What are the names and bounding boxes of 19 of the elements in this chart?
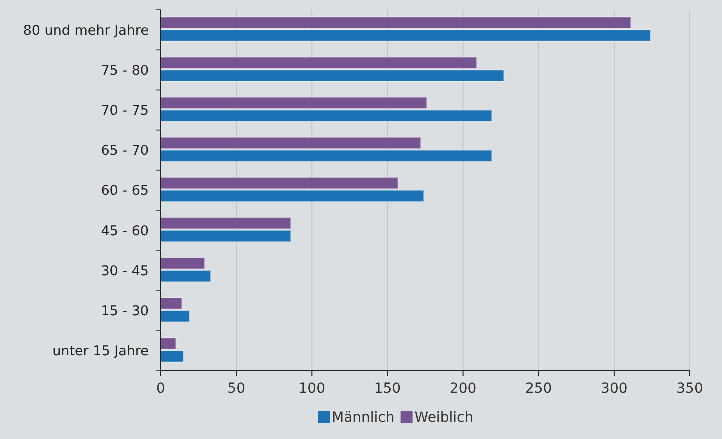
x-tick-label: 150 [374,381,402,397]
x-tick-label: 350 [676,381,704,397]
x-tick-label: 200 [450,381,477,397]
y-tick-label: unter 15 Jahre [52,344,149,360]
x-tick-label: 0 [156,381,166,397]
x-tick-label: 100 [298,381,326,397]
legend-label: Weiblich [414,410,474,426]
y-tick-label: 30 - 45 [101,263,149,280]
y-tick-label: 75 - 80 [101,62,149,79]
y-tick-label: 15 - 30 [101,304,149,320]
legend-label: Männlich [332,410,395,426]
y-tick-label: 80 und mehr Jahre [23,22,149,39]
x-tick-label: 250 [525,381,552,397]
y-tick-label: 65 - 70 [101,143,149,160]
y-tick-label: 70 - 75 [101,103,149,120]
x-tick-label: 300 [601,381,628,397]
y-tick-label: 60 - 65 [101,183,149,200]
x-tick-label: 50 [228,381,246,397]
y-tick-label: 45 - 60 [101,223,149,240]
